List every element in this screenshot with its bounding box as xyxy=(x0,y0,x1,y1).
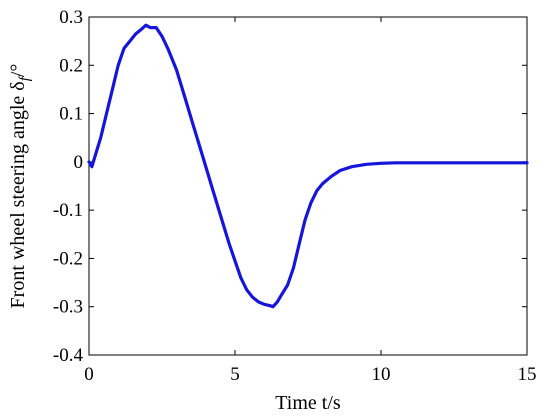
plot-frame xyxy=(88,16,528,356)
y-tick-label: -0.3 xyxy=(53,297,83,318)
axis-ticks xyxy=(88,16,528,356)
x-tick-labels: 0 5 10 15 xyxy=(84,364,536,385)
y-tick-labels: -0.4 -0.3 -0.2 -0.1 0 0.1 0.2 0.3 xyxy=(53,7,84,366)
x-tick-label: 5 xyxy=(230,364,240,385)
y-tick-label: 0.3 xyxy=(59,7,83,28)
x-tick-label: 10 xyxy=(372,364,391,385)
x-tick-label: 0 xyxy=(84,364,94,385)
y-tick-label: 0.1 xyxy=(59,104,83,125)
x-axis-title: Time t/s xyxy=(275,392,341,414)
y-tick-label: 0 xyxy=(74,152,84,173)
y-axis-title: Front wheel steering angle δf/° xyxy=(7,64,33,309)
y-tick-label: -0.2 xyxy=(53,248,83,269)
steering-angle-line xyxy=(87,23,529,309)
y-tick-label: 0.2 xyxy=(59,55,83,76)
y-tick-label: -0.1 xyxy=(53,200,83,221)
x-tick-label: 15 xyxy=(518,364,537,385)
y-tick-label: -0.4 xyxy=(53,345,84,366)
